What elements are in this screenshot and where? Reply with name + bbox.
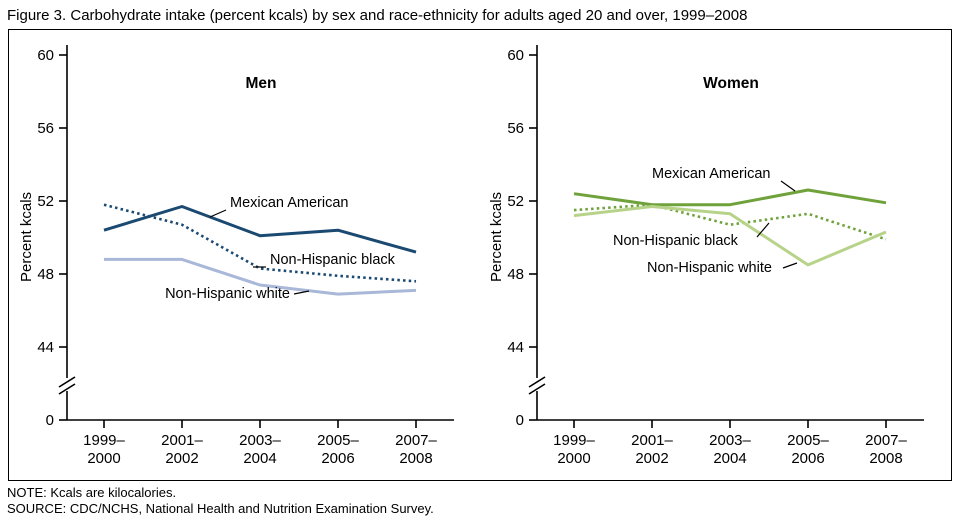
x-tick-label: 2000 [557,450,590,467]
x-tick-label: 2006 [791,450,824,467]
annotation-non-hispanic-black: Non-Hispanic black [613,233,739,249]
y-tick-label: 0 [516,412,524,429]
y-tick-label: 60 [507,47,524,64]
x-axis: 1999–2000 2001–2002 2003–2004 2005–2006 2007… [67,419,454,467]
annotation-non-hispanic-black: Non-Hispanic black [270,252,396,268]
series-line-non-hispanic-white [104,257,417,296]
x-tick-label: 2008 [869,450,902,467]
x-axis: 1999–2000 2001–2002 2003–2004 2005–2006 2007… [537,419,924,467]
panel-title-men: Men [246,75,277,92]
figure-title: Figure 3. Carbohydrate intake (percent k… [7,7,748,24]
x-tick-label: 2001– [161,432,203,449]
x-tick-label: 2007– [395,432,437,449]
x-tick-label: 1999– [553,432,595,449]
x-tick-label: 2003– [239,432,281,449]
annotation-mexican-american: Mexican American [652,166,770,182]
annotation-leader-line [782,262,798,269]
chart-border-box: 60 56 52 48 44 0 1999– 2000 2001– 2002 2003– 2004 20… [8,29,952,481]
x-tick-label: 2002 [165,450,198,467]
note-line: NOTE: Kcals are kilocalories. [7,485,177,500]
x-tick-label: 2008 [399,450,432,467]
y-tick-label: 44 [507,339,524,356]
annotation-mexican-american: Mexican American [230,195,348,211]
series-line-mexican-american [573,188,887,207]
x-tick-label: 2003– [709,432,751,449]
x-tick-label: 2007– [865,432,907,449]
x-tick-label: 2000 [87,450,120,467]
panel-title-women: Women [703,75,759,92]
x-tick-label: 1999– [83,432,125,449]
y-tick-label: 60 [37,47,54,64]
x-tick-label: 2004 [713,450,746,467]
y-axis-title: Percent kcals [488,192,505,282]
source-line: SOURCE: CDC/NCHS, National Health and Nu… [7,501,434,516]
y-tick-label: 48 [37,266,54,283]
y-axis: 60 56 52 48 44 0 [507,45,546,429]
y-tick-label: 52 [37,193,54,210]
axis-break-mark [58,376,76,388]
x-tick-label: 2006 [321,450,354,467]
annotation-leader-line [209,209,227,218]
series-line-non-hispanic-black [573,203,887,241]
y-axis: 60 56 52 48 44 0 [37,45,76,429]
annotation-non-hispanic-white: Non-Hispanic white [165,286,290,302]
y-tick-label: 52 [507,193,524,210]
x-tick-label: 2002 [635,450,668,467]
y-tick-label: 56 [37,120,54,137]
series-line-non-hispanic-white [573,205,887,267]
y-tick-label: 56 [507,120,524,137]
axis-break-mark [528,383,546,395]
men-chart: 60 56 52 48 44 0 1999–2000 2001–2002 2003–2004 20… [18,45,454,467]
y-tick-label: 0 [46,412,54,429]
axis-break-mark [58,383,76,395]
x-tick-label: 2001– [631,432,673,449]
series-line-mexican-american [103,205,417,254]
figure-footnotes: NOTE: Kcals are kilocalories. SOURCE: CD… [0,481,960,517]
y-tick-label: 44 [37,339,54,356]
annotation-non-hispanic-white: Non-Hispanic white [647,260,772,276]
axis-break-mark [528,376,546,388]
series-line-non-hispanic-black [103,203,417,283]
x-tick-label: 2004 [243,450,276,467]
x-tick-label: 2005– [317,432,359,449]
annotation-leader-line [756,222,770,238]
y-axis-title: Percent kcals [18,192,35,282]
women-chart: 60 56 52 48 44 0 1999–2000 2001–2002 2003–2004 20… [488,45,924,467]
y-tick-label: 48 [507,266,524,283]
annotation-leader-line [780,180,796,192]
x-tick-label: 2005– [787,432,829,449]
annotation-leader-line [293,290,310,295]
